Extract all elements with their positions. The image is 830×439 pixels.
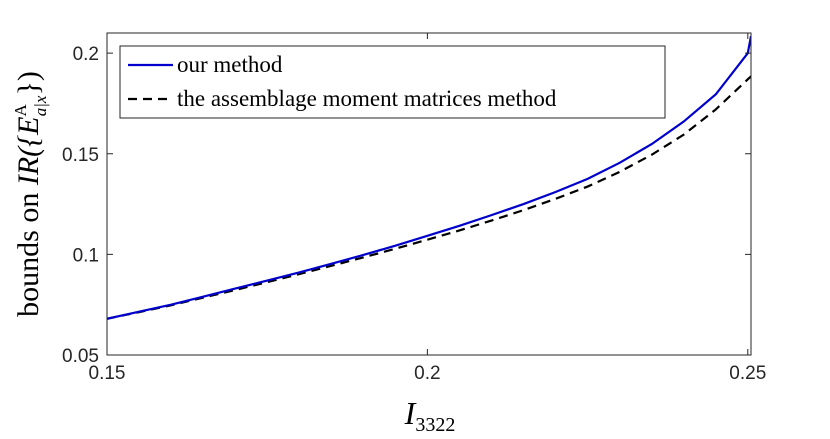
y-axis-label: bounds on IR({EAa|x}) — [11, 71, 50, 317]
y-tick-label: 0.1 — [73, 245, 99, 266]
legend-label-assemblage: the assemblage moment matrices method — [177, 86, 557, 111]
series-line-assemblage — [107, 75, 751, 320]
series-lines — [107, 35, 751, 320]
series-line-our-method — [107, 35, 751, 320]
x-tick-label: 0.25 — [729, 363, 766, 384]
x-tick-label: 0.2 — [414, 363, 440, 384]
tick-labels: 0.15 0.2 0.25 0.05 0.1 0.15 0.2 — [62, 44, 766, 384]
legend: our method the assemblage moment matrice… — [119, 45, 666, 119]
legend-label-our-method: our method — [177, 52, 283, 77]
x-tick-label: 0.15 — [89, 363, 126, 384]
y-tick-label: 0.05 — [62, 346, 99, 367]
legend-box — [119, 45, 666, 119]
x-axis-label: I3322 — [404, 395, 456, 436]
axis-ticks — [106, 33, 751, 356]
plot-frame — [106, 32, 752, 356]
y-tick-label: 0.2 — [73, 44, 99, 65]
y-tick-label: 0.15 — [62, 145, 99, 166]
